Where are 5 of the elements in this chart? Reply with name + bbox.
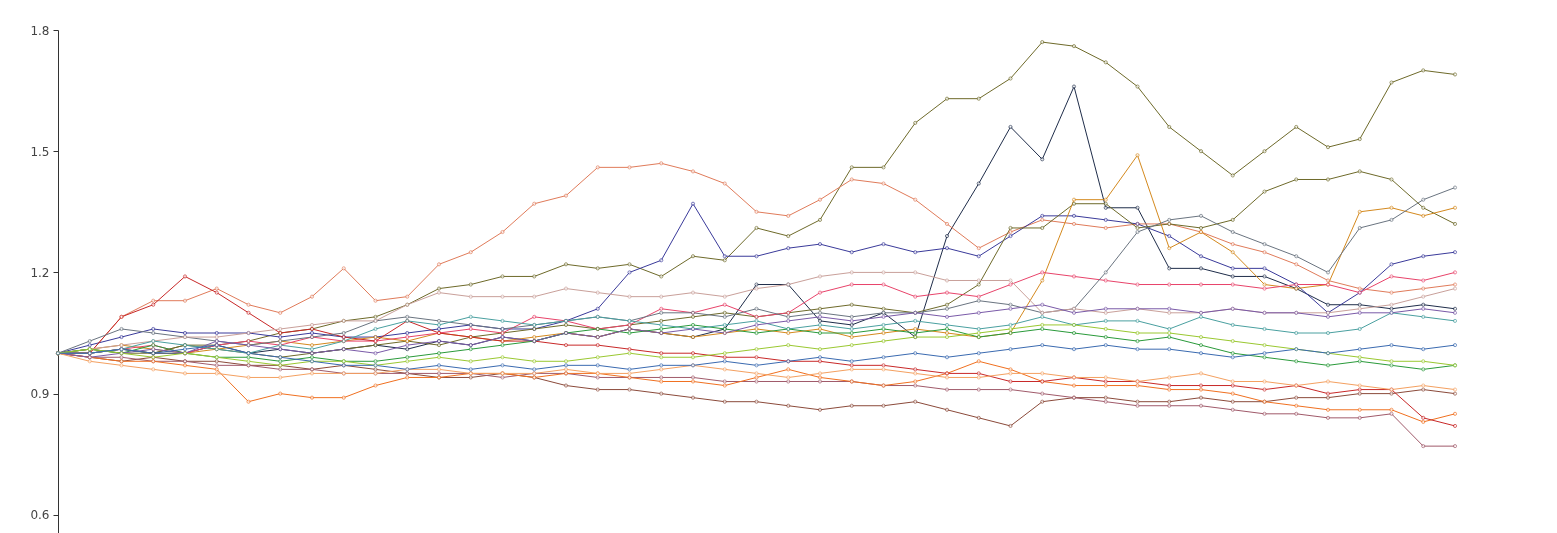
y-tick-label: 1.2 — [30, 265, 50, 280]
y-tick-label: 0.6 — [30, 508, 50, 523]
y-tick-label: 1.8 — [30, 23, 50, 38]
y-tick-label: 1.5 — [30, 144, 50, 159]
y-tick-label: 0.9 — [30, 387, 50, 402]
